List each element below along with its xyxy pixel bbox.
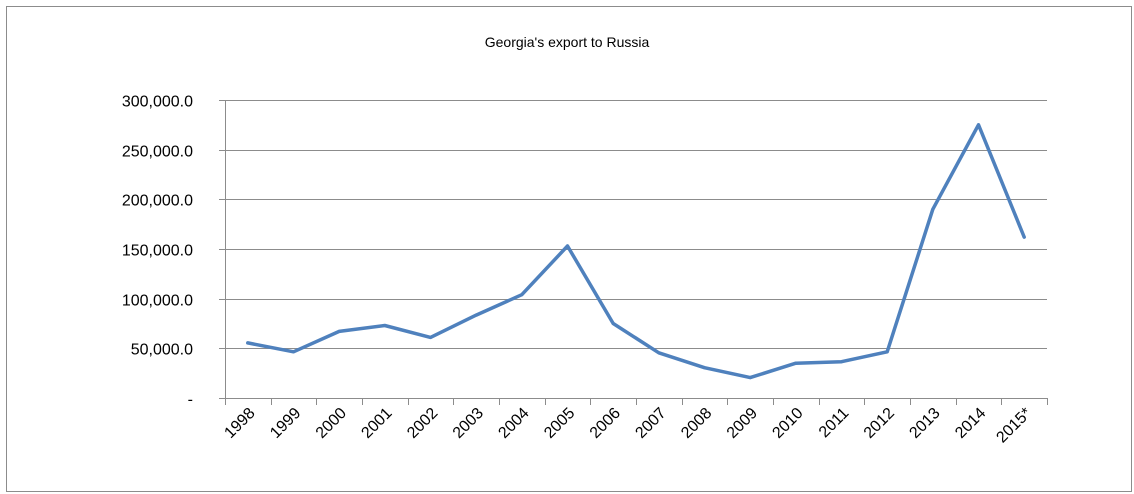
data-point [337, 329, 341, 333]
y-tick-label: 150,000.0 [122, 243, 193, 260]
data-point [429, 335, 432, 339]
data-point [977, 123, 980, 127]
data-point [703, 366, 706, 370]
series-layer [246, 123, 1026, 380]
x-tick-label: 2009 [724, 405, 761, 442]
x-tick-label: 2015* [993, 405, 1035, 447]
x-tick-label: 1998 [221, 405, 258, 442]
x-tick-label: 2012 [861, 405, 898, 442]
data-point [1022, 235, 1026, 239]
x-tick-label: 2011 [816, 405, 852, 441]
data-point [246, 341, 250, 345]
data-point [566, 244, 569, 248]
data-point [794, 361, 798, 365]
axes [219, 100, 1048, 405]
data-point [840, 360, 843, 364]
data-point [611, 322, 615, 325]
series-line [246, 123, 1026, 380]
x-tick-label: 2013 [906, 405, 943, 442]
x-tick-label: 2002 [404, 405, 441, 442]
y-tick-label: 50,000.0 [131, 342, 193, 359]
x-tick-label: 2004 [495, 405, 532, 442]
data-point [748, 376, 752, 380]
data-point [931, 207, 935, 211]
y-tick-labels: - 50,000.0 100,000.0 150,000.0 200,000.0 250,… [122, 94, 193, 409]
data-point [292, 350, 295, 354]
data-point [383, 324, 387, 327]
x-tick-label: 2001 [358, 405, 395, 442]
y-tick-label: 250,000.0 [122, 144, 193, 161]
x-tick-label: 2003 [450, 405, 487, 442]
data-point [520, 293, 524, 297]
y-tick-label: 300,000.0 [122, 94, 193, 111]
data-point [474, 313, 478, 317]
gridlines [225, 100, 1047, 349]
x-tick-label: 2008 [678, 405, 715, 442]
x-tick-label: 2005 [541, 405, 578, 442]
x-tick-label: 2006 [587, 405, 624, 442]
y-tick-label: 100,000.0 [122, 293, 193, 310]
x-tick-label: 2007 [632, 405, 669, 442]
data-point [657, 351, 661, 355]
y-tick-label: - [188, 392, 193, 409]
chart-title: Georgia's export to Russia [485, 34, 650, 50]
x-tick-label: 2000 [313, 405, 350, 442]
x-tick-label: 1999 [267, 405, 304, 442]
x-tick-label: 2010 [769, 405, 806, 442]
x-tick-label: 2014 [952, 405, 989, 442]
y-tick-label: 200,000.0 [122, 193, 193, 210]
x-tick-labels: 1998 1999 2000 2001 2002 2003 2004 2005 2006 2007… [221, 405, 1035, 447]
data-point [885, 350, 889, 354]
